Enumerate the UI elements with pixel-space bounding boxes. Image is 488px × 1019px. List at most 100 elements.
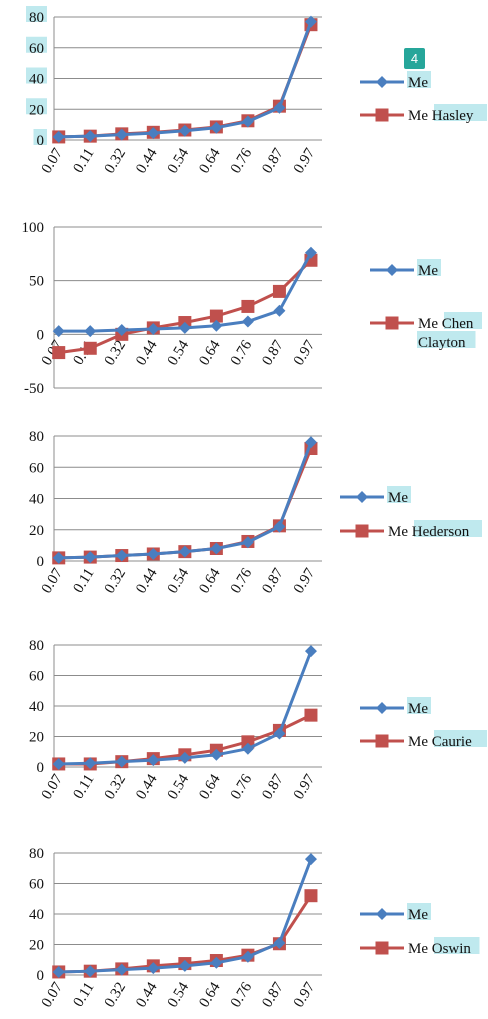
tick-highlight [26,36,47,53]
x-tick-label: 0.64 [196,145,224,176]
x-tick-label: 0.64 [196,979,224,1010]
series-me-line [58,650,313,766]
series-other-point [304,708,318,722]
y-tick-label: 60 [29,41,44,57]
y-tick-label: 80 [29,429,44,445]
series-me-point [210,542,223,555]
series-me-point [147,127,160,140]
legend-highlight [407,903,431,920]
series-me-point [273,304,286,317]
annotation-badge[interactable] [404,48,425,69]
x-tick-label: 0.32 [102,566,129,597]
series-other-point [304,889,318,903]
y-tick-label: 0 [37,760,45,776]
annotation-badge-label: 4 [411,51,418,66]
legend-label: Me Hederson [388,524,470,540]
x-tick-label: 0.97 [291,337,319,368]
x-tick-label: 0.44 [133,979,161,1010]
series-other-point [209,309,223,323]
x-tick-label: 0.97 [291,565,319,596]
y-tick-label: 20 [29,523,44,539]
series-me-point [178,545,191,558]
y-tick-label: 0 [37,554,45,570]
series-me-line [58,21,313,139]
legend-label: Me [408,75,428,91]
x-tick-label: 0.54 [165,771,193,802]
x-tick-label: 0.44 [133,771,161,802]
y-tick-label: 0 [37,133,45,149]
legend-highlight [434,104,487,121]
series-other-point [241,735,255,749]
x-tick-label: 0.11 [70,146,97,176]
legend-label: Me Caurie [408,734,472,750]
series-me-point [52,965,65,978]
series-other-point [83,341,97,355]
series-me-point [241,950,254,963]
y-tick-label: -50 [24,381,44,397]
series-other-point [52,346,66,360]
x-tick-label: 0.87 [259,337,287,368]
legend: Me Me Hasley [360,71,487,124]
series-me-point [304,246,317,259]
y-tick-label: 80 [29,846,44,862]
x-tick-label: 0.87 [259,771,287,802]
legend-marker-square [385,316,399,330]
x-tick-label: 0.76 [228,771,256,802]
series-me-point [115,963,128,976]
legend-highlight [444,312,482,329]
series-other-point [241,299,255,313]
legend: Me Me Oswin [360,903,480,957]
series-me-point [210,748,223,761]
legend-highlight [407,71,431,88]
y-tick-label: 20 [29,102,44,118]
y-tick-label: 60 [29,877,44,893]
series-me-point [241,742,254,755]
legend-highlight [414,520,482,537]
series-me-point [210,319,223,332]
x-tick-label: 0.87 [259,979,287,1010]
series-me-point [304,15,317,28]
x-tick-label: 0.76 [228,979,256,1010]
series-me-point [273,520,286,533]
legend: Me Me Chen Clayton [370,259,482,351]
series-me-point [84,757,97,770]
x-tick-label: 0.76 [228,337,256,368]
x-tick-label: 0.11 [70,566,97,596]
series-other-point [272,284,286,298]
y-tick-label: 50 [29,274,44,290]
legend-marker-diamond [376,76,388,88]
series-other-line [58,447,313,560]
tick-highlight [33,129,47,145]
series-me-point [52,130,65,143]
series-me-point [84,130,97,143]
y-tick-label: 20 [29,938,44,954]
x-tick-label: 0.11 [70,772,97,802]
legend-marker-square [355,524,369,538]
x-tick-label: 0.97 [291,979,319,1010]
chart-1: 0 20 40 60 80 0.07 0.11 0.32 0.44 0.54 0.64 0.76 0.8… [26,6,487,176]
x-tick-label: 0.76 [228,145,256,176]
y-tick-label: 100 [22,220,45,236]
x-tick-label: 0.87 [259,565,287,596]
legend-marker-diamond [376,908,388,920]
series-me-point [210,121,223,134]
series-me-point [304,645,317,658]
overlay-layer: 4 [404,48,425,69]
legend-highlight [407,697,431,714]
series-me-point [84,551,97,564]
series-me-point [273,936,286,949]
y-tick-label: 80 [29,638,44,654]
series-me-line [58,858,313,974]
series-me-point [178,959,191,972]
legend-label: Me Oswin [408,941,471,957]
y-tick-label: 40 [29,492,44,508]
series-me-point [147,322,160,335]
series-me-point [115,549,128,562]
x-tick-label: 0.97 [291,771,319,802]
x-tick-label: 0.97 [291,145,319,176]
x-tick-label: 0.44 [133,337,161,368]
x-tick-label: 0.54 [165,145,193,176]
